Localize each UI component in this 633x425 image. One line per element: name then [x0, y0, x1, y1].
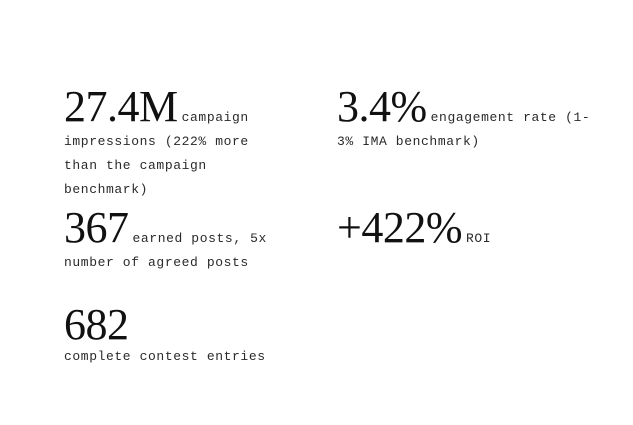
stat-description: engagement rate (1-3% IMA benchmark): [337, 110, 591, 149]
stat-value: +422%: [337, 203, 462, 252]
stat-value: 27.4M: [64, 82, 178, 131]
stat-value: 367: [64, 203, 129, 252]
stat-description: complete contest entries: [64, 349, 266, 364]
stat-roi: +422% ROI: [337, 206, 597, 251]
stat-contest-entries: 682 complete contest entries: [64, 300, 324, 369]
stat-value: 3.4%: [337, 82, 427, 131]
stat-value: 682: [64, 300, 129, 349]
stat-engagement-rate: 3.4% engagement rate (1-3% IMA benchmark): [337, 85, 592, 154]
stat-description: ROI: [465, 231, 492, 246]
stat-description: earned posts, 5x number of agreed posts: [64, 231, 267, 270]
stat-earned-posts: 367 earned posts, 5x number of agreed pos…: [64, 206, 279, 275]
stat-description: campaign impressions (222% more than the…: [64, 110, 249, 197]
stat-impressions: 27.4M campaign impressions (222% more tha…: [64, 85, 289, 202]
